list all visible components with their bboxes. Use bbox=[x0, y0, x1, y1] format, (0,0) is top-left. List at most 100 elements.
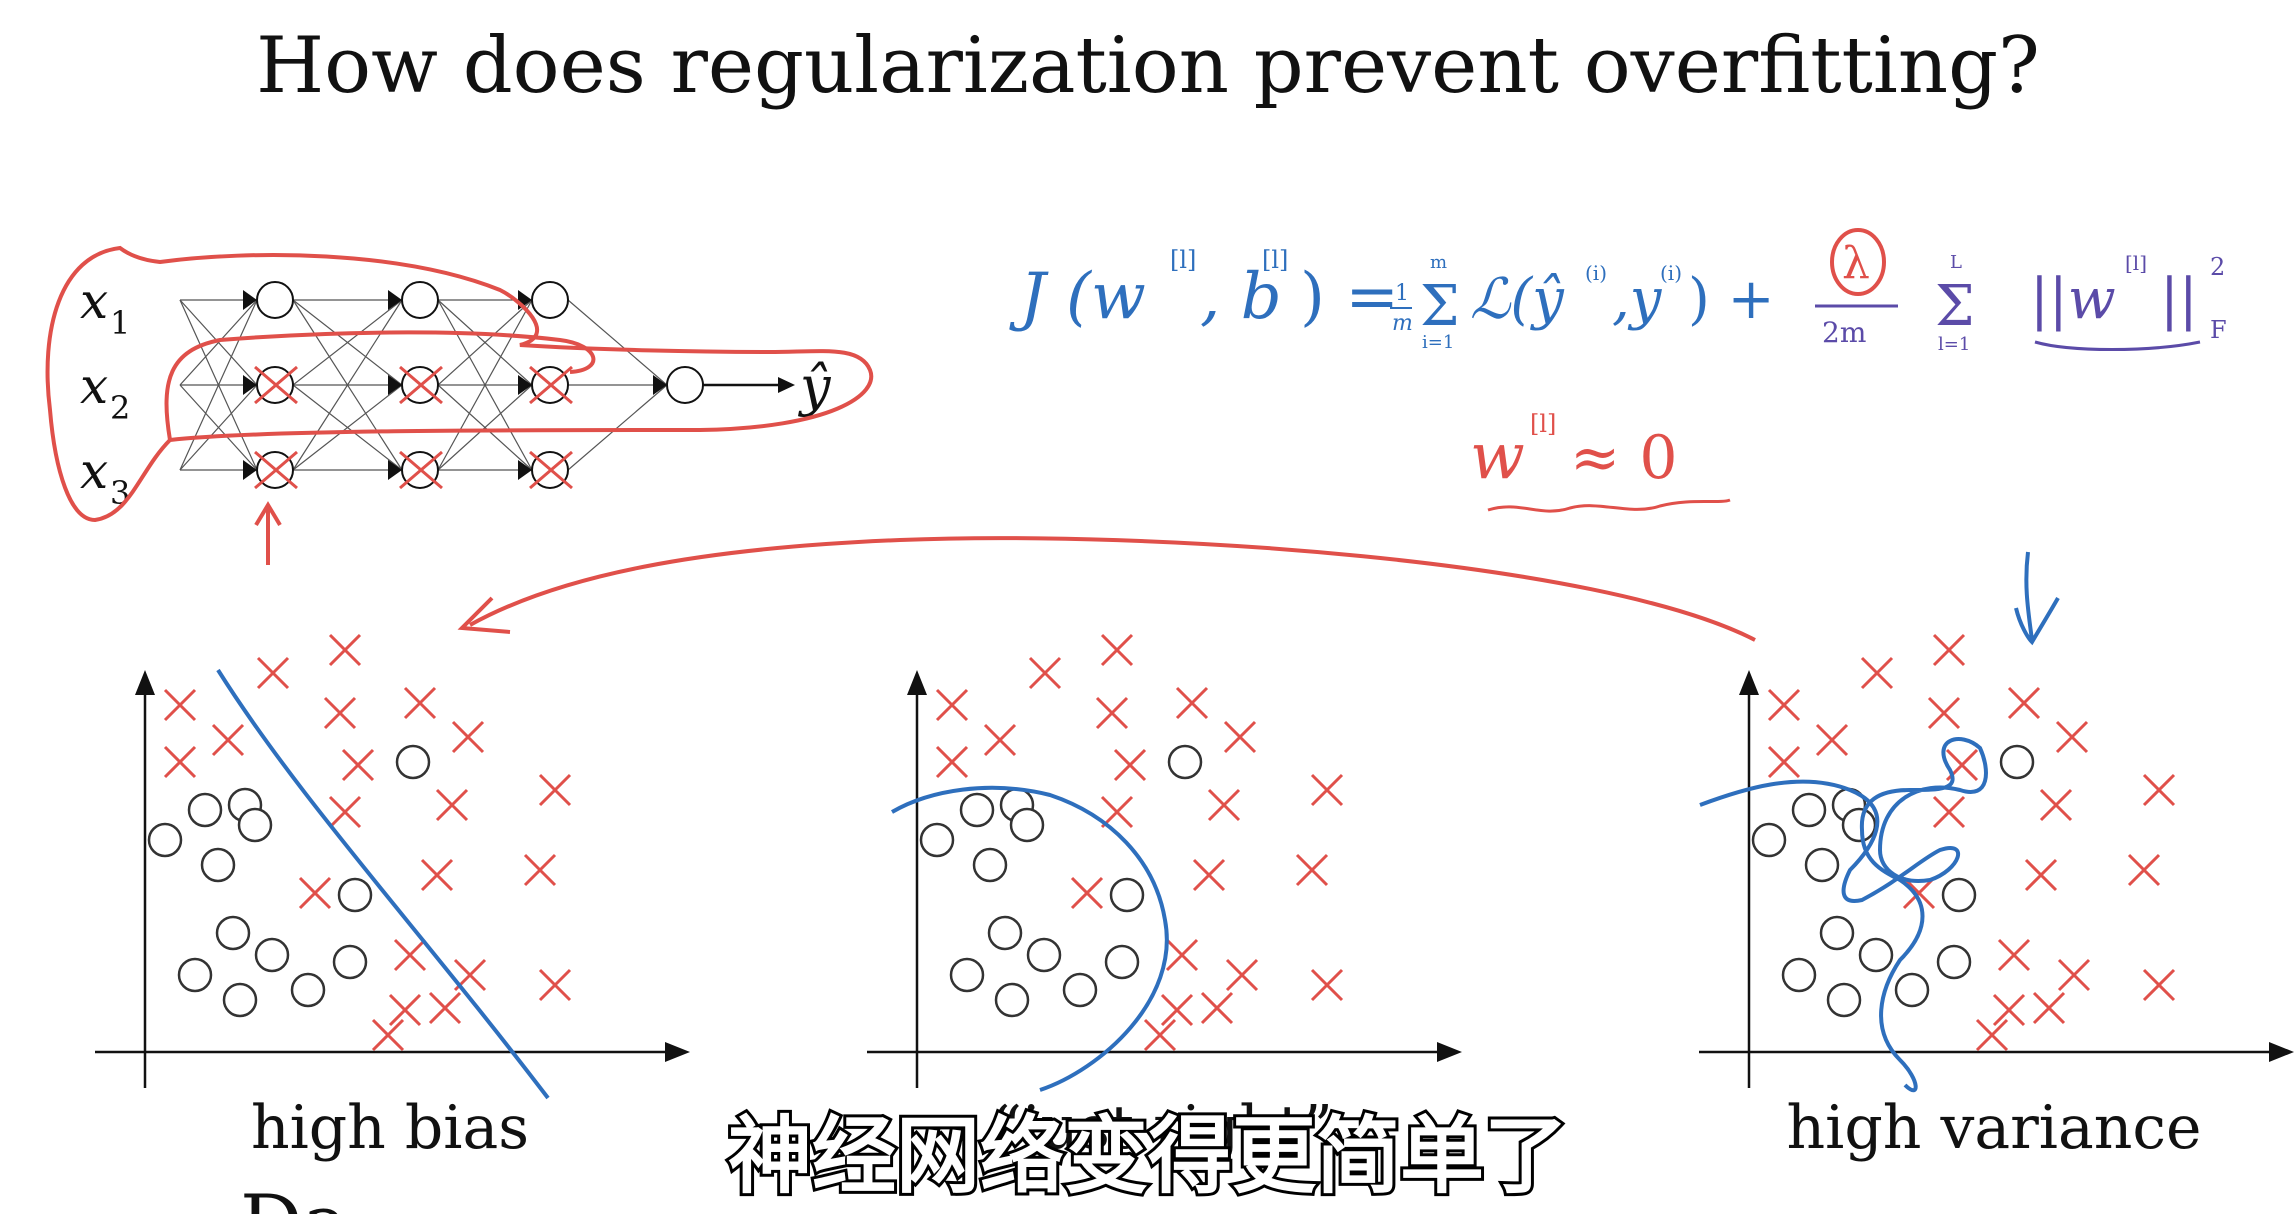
input-label: x bbox=[80, 272, 108, 330]
svg-text:) =: ) = bbox=[1300, 260, 1399, 334]
video-subtitle: 神经网络变得更简单了 bbox=[728, 1107, 1568, 1205]
class-circle-point bbox=[187, 792, 223, 828]
long-arrow-head bbox=[457, 596, 511, 634]
class-cross-point bbox=[428, 991, 462, 1025]
neuron-input-marker bbox=[243, 290, 257, 310]
class-circle-point bbox=[1062, 972, 1098, 1008]
svg-text:[l]: [l] bbox=[2125, 251, 2147, 275]
class-cross-point bbox=[1223, 720, 1257, 754]
class-cross-point bbox=[1767, 688, 1801, 722]
class-cross-point bbox=[341, 748, 375, 782]
svg-text:2: 2 bbox=[2210, 253, 2225, 281]
class-cross-point bbox=[328, 633, 362, 667]
class-cross-point bbox=[163, 688, 197, 722]
class-circle-point bbox=[1026, 937, 1062, 973]
class-cross-point bbox=[1975, 1018, 2009, 1052]
up-arrow-annotation bbox=[254, 501, 282, 565]
svg-text:≈ 0: ≈ 0 bbox=[1570, 423, 1678, 493]
class-cross-point bbox=[1200, 991, 1234, 1025]
decision-boundary bbox=[216, 668, 550, 1100]
svg-text:) +: ) + bbox=[1688, 267, 1775, 332]
class-cross-point bbox=[1932, 795, 1966, 829]
class-cross-point bbox=[1165, 938, 1199, 972]
neuron-input-marker bbox=[518, 375, 532, 395]
class-cross-point bbox=[1310, 968, 1344, 1002]
class-circle-point bbox=[147, 822, 183, 858]
class-cross-point bbox=[2142, 773, 2176, 807]
svg-text:l=1: l=1 bbox=[1938, 334, 1970, 355]
cost-function-annotation: J (w [l] , b [l] ) = 1 m Σ m i=1 ℒ(ŷ (i)… bbox=[1009, 228, 2227, 355]
slide-title: How does regularization prevent overfitt… bbox=[256, 21, 2040, 111]
dropped-neuron-cross bbox=[529, 450, 573, 490]
dropped-neuron-cross bbox=[399, 365, 443, 405]
network-edge bbox=[292, 299, 403, 386]
plot-3: high variance bbox=[1699, 633, 2294, 1163]
plot-caption: high bias bbox=[251, 1093, 529, 1163]
class-circle-point bbox=[1841, 807, 1877, 843]
class-cross-point bbox=[1175, 686, 1209, 720]
class-cross-point bbox=[2032, 991, 2066, 1025]
neuron-input-marker bbox=[243, 375, 257, 395]
class-cross-point bbox=[2142, 968, 2176, 1002]
class-circle-point bbox=[200, 847, 236, 883]
class-circle-point bbox=[1167, 744, 1203, 780]
class-cross-point bbox=[328, 795, 362, 829]
class-cross-point bbox=[935, 745, 969, 779]
class-circle-point bbox=[1804, 847, 1840, 883]
class-circle-point bbox=[1791, 792, 1827, 828]
svg-text:[l]: [l] bbox=[1170, 246, 1196, 274]
class-circle-point bbox=[1781, 957, 1817, 993]
class-cross-point bbox=[1295, 853, 1329, 887]
cutoff-text: Da bbox=[240, 1179, 349, 1214]
network-edge bbox=[437, 384, 533, 471]
plot-1: high bias bbox=[95, 633, 690, 1163]
network-edge bbox=[437, 299, 533, 471]
neural-network-diagram: x 1x 2x 3ŷ bbox=[80, 272, 832, 512]
decision-boundary-plots: high bias “just right” high variance bbox=[95, 633, 2294, 1163]
class-cross-point bbox=[393, 938, 427, 972]
down-arrow-annotation bbox=[2014, 551, 2060, 646]
class-circle-point bbox=[1009, 807, 1045, 843]
class-circle-point bbox=[337, 877, 373, 913]
class-cross-point bbox=[2057, 958, 2091, 992]
network-edge bbox=[179, 299, 258, 386]
plot-2: “just right” bbox=[867, 633, 1462, 1163]
dropped-neuron-cross bbox=[254, 365, 298, 405]
svg-text:J (w: J (w bbox=[1009, 260, 1146, 334]
svg-text:Σ: Σ bbox=[1935, 274, 1975, 339]
class-cross-point bbox=[1100, 633, 1134, 667]
neuron-input-marker bbox=[388, 460, 402, 480]
long-arrow-annotation bbox=[469, 536, 1756, 642]
class-cross-point bbox=[983, 723, 1017, 757]
class-cross-point bbox=[1225, 958, 1259, 992]
class-cross-point bbox=[1902, 876, 1936, 910]
x-axis-arrow bbox=[2269, 1042, 2294, 1062]
plot-caption: high variance bbox=[1786, 1093, 2201, 1163]
decision-boundary bbox=[1699, 737, 1988, 1093]
svg-text:||w: ||w bbox=[2030, 267, 2116, 332]
neuron-input-marker bbox=[653, 375, 667, 395]
dropped-neuron-cross bbox=[529, 365, 573, 405]
class-cross-point bbox=[1113, 748, 1147, 782]
svg-text:, b: , b bbox=[1200, 260, 1282, 334]
class-circle-point bbox=[332, 944, 368, 980]
network-edge bbox=[179, 384, 258, 471]
weights-small-annotation: w [l] ≈ 0 bbox=[1470, 410, 1731, 513]
class-cross-point bbox=[2127, 853, 2161, 887]
y-axis-arrow bbox=[1739, 670, 1759, 695]
svg-text:m: m bbox=[1392, 311, 1413, 336]
svg-text:i=1: i=1 bbox=[1422, 332, 1454, 353]
class-cross-point bbox=[2007, 686, 2041, 720]
class-cross-point bbox=[2024, 858, 2058, 892]
neuron bbox=[256, 281, 294, 319]
class-circle-point bbox=[395, 744, 431, 780]
svg-text:[l]: [l] bbox=[1530, 410, 1556, 438]
class-cross-point bbox=[1767, 745, 1801, 779]
class-cross-point bbox=[1815, 723, 1849, 757]
neuron-input-marker bbox=[388, 375, 402, 395]
class-cross-point bbox=[435, 788, 469, 822]
svg-text:(i): (i) bbox=[1660, 261, 1682, 285]
network-edge bbox=[179, 299, 258, 471]
input-subscript: 1 bbox=[110, 304, 130, 342]
class-circle-point bbox=[987, 915, 1023, 951]
